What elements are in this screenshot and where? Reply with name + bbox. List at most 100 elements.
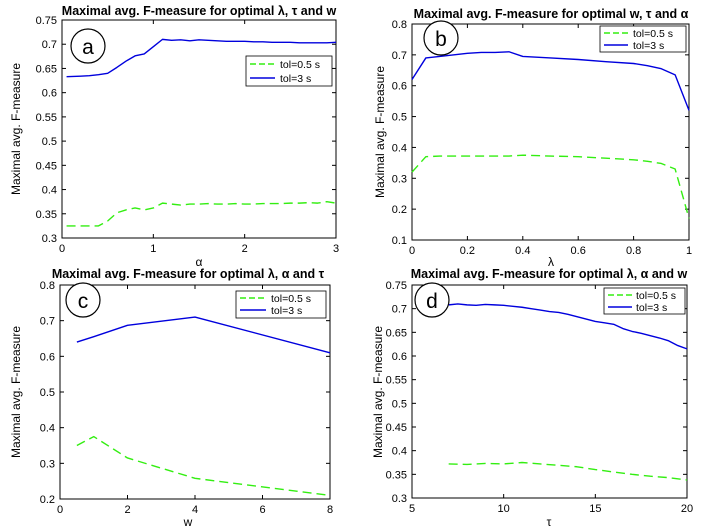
panel-c-ytick-label-6: 0.8 [40, 280, 55, 292]
panel-b-legend: tol=0.5 s tol=3 s [599, 25, 687, 53]
panel-b-letter: b [435, 28, 447, 51]
panel-a-xtick-label-1: 1 [150, 243, 156, 255]
panel-d-letter: d [426, 290, 438, 313]
panel-c-legend: tol=0.5 s tol=3 s [235, 290, 327, 319]
panel-c: Maximal avg. F-measure for optimal λ, α … [9, 267, 333, 529]
panel-b: Maximal avg. F-measure for optimal w, τ … [373, 7, 692, 269]
panel-d-ytick-label-3: 0.45 [386, 422, 407, 434]
panel-d-legend-label-1: tol=3 s [636, 302, 667, 314]
panel-d-legend-label-0: tol=0.5 s [636, 290, 676, 302]
panel-b-legend-label-0: tol=0.5 s [633, 28, 673, 40]
panel-d-lines [448, 303, 688, 481]
panel-a-xtick-label-2: 2 [242, 243, 248, 255]
panel-a-legend-box [245, 55, 333, 87]
panel-a-ytick-label-7: 0.65 [36, 63, 57, 75]
panel-a-ylabel: Maximal avg. F-measure [9, 63, 23, 195]
panel-b-xtick-label-5: 1 [686, 245, 692, 257]
panel-b-legend-box [599, 25, 687, 53]
panel-d-ytick-label-5: 0.55 [386, 375, 407, 387]
panel-b-legend-label-1: tol=3 s [633, 40, 664, 52]
panel-c-xtick-label-0: 0 [57, 504, 63, 516]
panel-b-xtick-label-3: 0.6 [571, 245, 586, 257]
panel-c-xtick-label-3: 6 [259, 504, 265, 516]
panel-d-xtick-label-3: 20 [681, 503, 693, 515]
panel-d-ytick-label-7: 0.65 [386, 327, 407, 339]
panel-c-ytick-label-2: 0.4 [40, 423, 55, 435]
panel-b-ytick-label-4: 0.5 [392, 112, 407, 124]
panel-a-title: Maximal avg. F-measure for optimal λ, τ … [62, 4, 337, 18]
panel-a-xtick-label-3: 3 [333, 243, 339, 255]
panel-c-plot-area [59, 284, 331, 500]
panel-b-series-line-1 [411, 51, 690, 111]
panel-c-xtick-label-2: 4 [192, 504, 198, 516]
panel-d-ytick-label-4: 0.5 [392, 398, 407, 410]
panel-a-ticks: 0 1 2 3 0.3 0.35 0.4 0.45 0.5 0.55 0.6 0.65 0.7 0.75 [36, 15, 339, 255]
panel-d-title: Maximal avg. F-measure for optimal λ, α … [411, 267, 688, 281]
panel-b-xtick-label-4: 0.8 [626, 245, 641, 257]
panel-c-ylabel: Maximal avg. F-measure [9, 326, 23, 458]
panel-a-ytick-label-4: 0.5 [42, 136, 57, 148]
panel-b-ytick-label-5: 0.6 [392, 81, 407, 93]
panel-c-letter: c [78, 290, 89, 313]
panel-a-ytick-label-6: 0.6 [42, 88, 57, 100]
panel-b-series-line-0 [411, 154, 690, 219]
panel-d-letter-badge: d [414, 282, 450, 318]
panel-d-legend: tol=0.5 s tol=3 s [603, 287, 686, 315]
panel-a-letter: a [82, 36, 94, 59]
panel-c-xtick-label-1: 2 [124, 504, 130, 516]
panel-a-letter-badge: a [70, 28, 106, 64]
panel-d-xtick-label-2: 15 [589, 503, 601, 515]
panel-c-legend-label-0: tol=0.5 s [271, 293, 311, 305]
panel-b-xlabel: λ [548, 255, 554, 269]
panel-a-ytick-label-5: 0.55 [36, 112, 57, 124]
panel-d-ytick-label-0: 0.3 [392, 493, 407, 505]
panel-a-xtick-label-0: 0 [59, 243, 65, 255]
panel-c-ytick-label-0: 0.2 [40, 494, 55, 506]
panel-b-xtick-label-0: 0 [409, 245, 415, 257]
panel-a-lines [66, 38, 337, 227]
panel-d-xlabel: τ [547, 515, 552, 529]
panel-d-ylabel: Maximal avg. F-measure [371, 326, 385, 458]
panel-c-letter-badge: c [65, 282, 101, 318]
panel-b-lines [411, 51, 690, 219]
panel-a-legend-label-0: tol=0.5 s [280, 59, 320, 71]
panel-b-title: Maximal avg. F-measure for optimal w, τ … [414, 7, 689, 21]
panel-d-xtick-label-0: 5 [409, 503, 415, 515]
panel-a-legend-label-1: tol=3 s [280, 73, 311, 85]
panel-d-xtick-label-1: 10 [498, 503, 510, 515]
panel-b-ylabel: Maximal avg. F-measure [373, 66, 387, 198]
panel-c-ytick-label-1: 0.3 [40, 458, 55, 470]
panel-c-title: Maximal avg. F-measure for optimal λ, α … [52, 267, 325, 281]
panel-b-plot-area [411, 23, 690, 241]
panel-c-ytick-label-4: 0.6 [40, 351, 55, 363]
panel-a-xlabel: α [196, 255, 203, 269]
panel-d-ytick-label-9: 0.75 [386, 280, 407, 292]
panel-d-legend-box [603, 287, 686, 315]
panel-a-ytick-label-8: 0.7 [42, 39, 57, 51]
panel-c-lines [76, 316, 331, 497]
panel-b-ytick-label-0: 0.1 [392, 235, 407, 247]
panel-a-ytick-label-0: 0.3 [42, 233, 57, 245]
panel-a-ytick-label-1: 0.35 [36, 209, 57, 221]
panel-c-xtick-label-4: 8 [327, 504, 333, 516]
panel-a-ytick-label-3: 0.45 [36, 160, 57, 172]
panel-d-plot-area [411, 284, 688, 499]
panel-b-ytick-label-6: 0.7 [392, 50, 407, 62]
panel-d-ticks: 5 10 15 20 0.3 0.35 0.4 0.45 0.5 0.55 0.6 0.65 0.7 0.… [386, 280, 694, 515]
panel-b-xtick-label-2: 0.4 [515, 245, 530, 257]
panel-c-ticks: 0 2 4 6 8 0.2 0.3 0.4 0.5 0.6 0.7 0.8 [40, 280, 333, 516]
panel-c-ytick-label-3: 0.5 [40, 387, 55, 399]
panel-b-ytick-label-2: 0.3 [392, 173, 407, 185]
panel-d-ytick-label-2: 0.4 [392, 446, 407, 458]
panel-c-series-line-0 [76, 435, 331, 497]
panel-d-ytick-label-8: 0.7 [392, 304, 407, 316]
panel-b-xtick-label-1: 0.2 [460, 245, 475, 257]
panel-c-legend-label-1: tol=3 s [271, 305, 302, 317]
panel-d: Maximal avg. F-measure for optimal λ, α … [371, 267, 693, 529]
panel-a-legend: tol=0.5 s tol=3 s [245, 55, 333, 87]
panel-d-series-line-0 [448, 461, 688, 481]
panel-d-ytick-label-6: 0.6 [392, 351, 407, 363]
panel-b-ticks: 0 0.2 0.4 0.6 0.8 1 0.1 0.2 0.3 0.4 0.5 0.6 0.7 0.8 [392, 19, 692, 257]
panel-a: Maximal avg. F-measure for optimal λ, τ … [9, 4, 339, 269]
panel-c-series-line-1 [76, 316, 331, 354]
